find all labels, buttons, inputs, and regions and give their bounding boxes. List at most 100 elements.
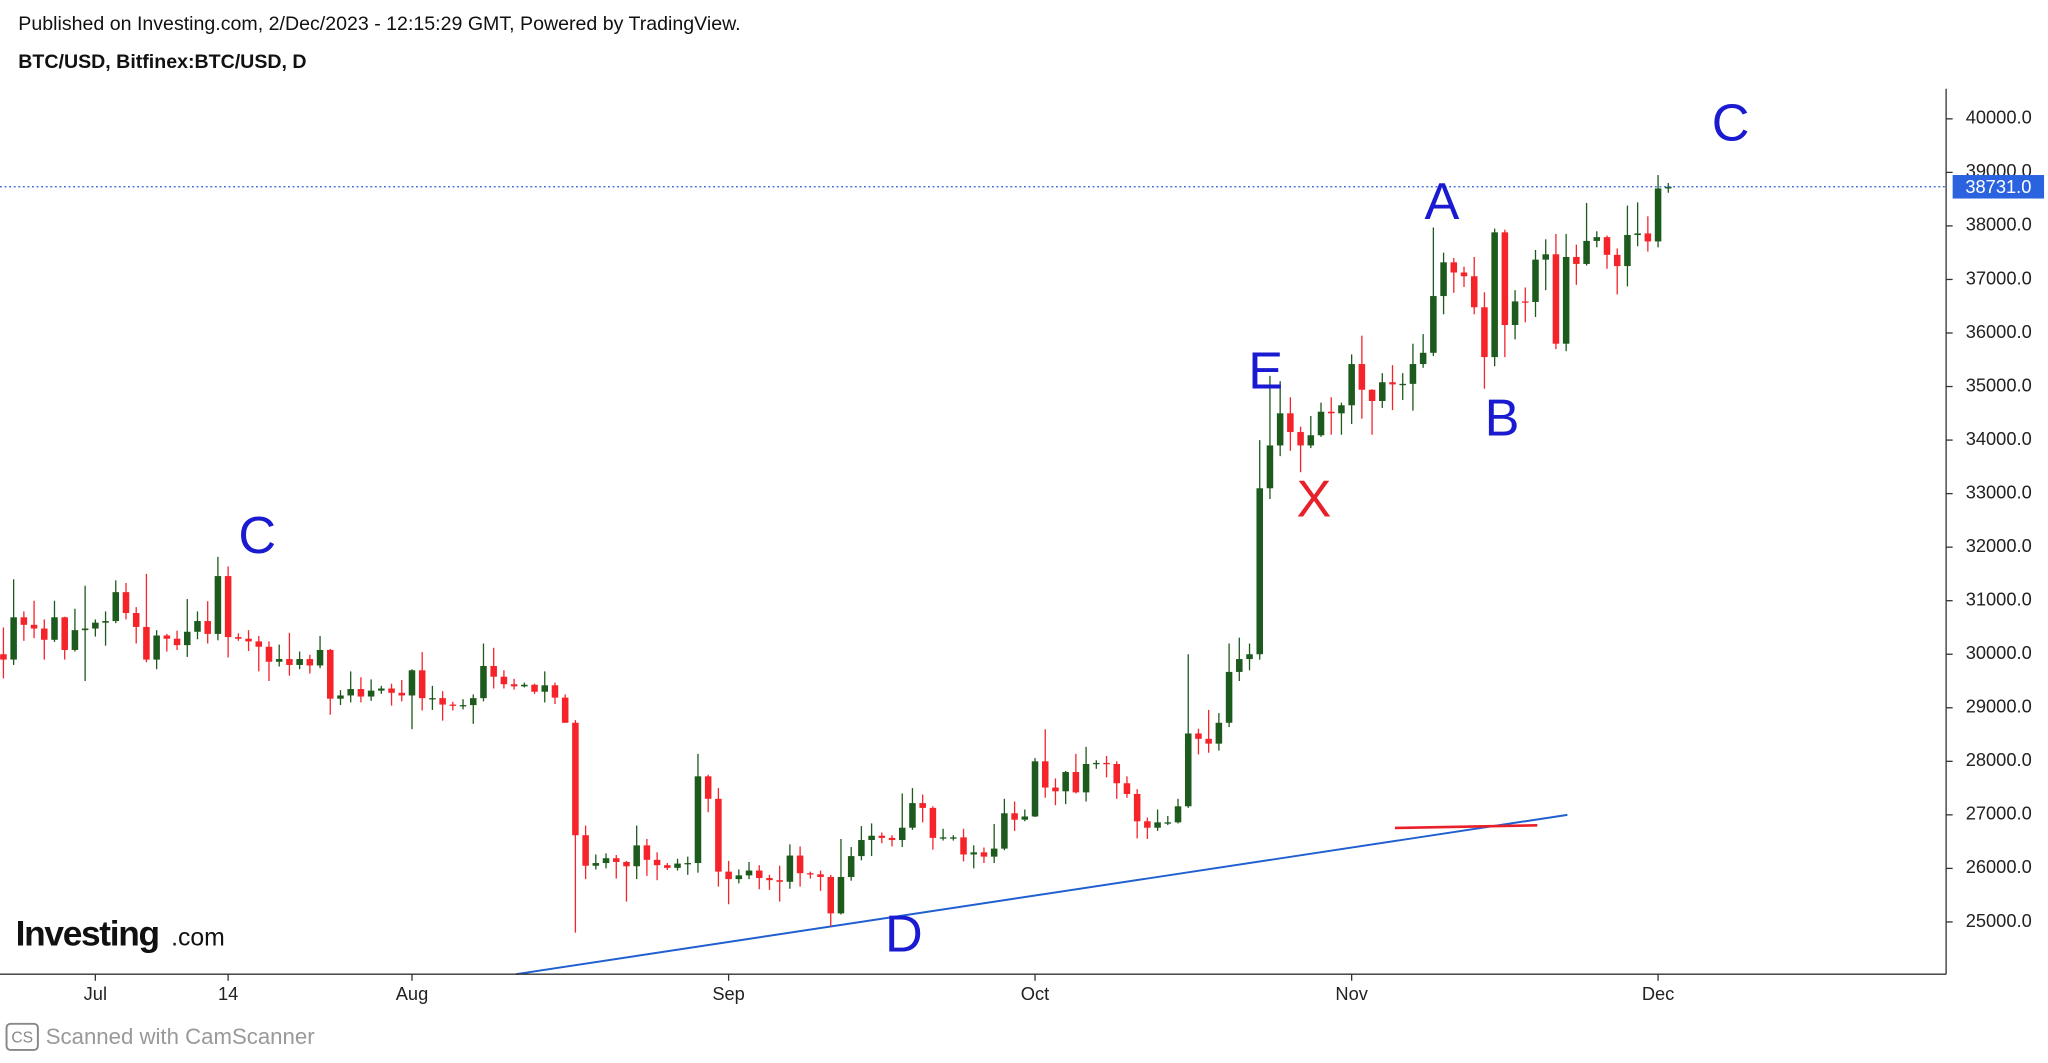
- watermark-badge-box: [5, 1022, 39, 1051]
- candle-body: [745, 870, 753, 876]
- candle-body: [1399, 383, 1406, 386]
- candle-body: [1654, 188, 1662, 242]
- candle-body: [347, 689, 354, 696]
- candle-body: [1665, 186, 1672, 189]
- candle-body: [1225, 671, 1233, 723]
- candle-body: [1113, 763, 1120, 784]
- candle-body: [275, 659, 283, 662]
- candle-body: [1287, 413, 1294, 433]
- candle-body: [1001, 813, 1008, 849]
- candle-body: [61, 617, 68, 650]
- candle-body: [10, 617, 17, 660]
- candle-body: [674, 863, 681, 868]
- candle-body: [950, 837, 957, 839]
- candle-body: [510, 684, 518, 687]
- candle-body: [796, 855, 804, 874]
- candle-body: [1031, 761, 1039, 817]
- candle-body: [235, 637, 242, 639]
- candle-body: [500, 676, 508, 685]
- candle-body: [1348, 364, 1355, 406]
- candle-body: [1511, 301, 1519, 325]
- trend-line: [515, 813, 1568, 976]
- x-tick-label: Dec: [1642, 983, 1674, 1004]
- candle-body: [132, 613, 140, 627]
- candle-body: [909, 803, 916, 828]
- plot-area: [0, 175, 1672, 933]
- candle-body: [1205, 738, 1212, 744]
- y-tick-label: 27000.0: [1966, 803, 2032, 824]
- candle-body: [735, 875, 743, 880]
- y-tick-label: 32000.0: [1966, 535, 2032, 556]
- candle-body: [1624, 235, 1631, 267]
- candle-body: [1613, 254, 1621, 267]
- candle-body: [1368, 389, 1376, 401]
- candle-body: [102, 621, 109, 623]
- candle-body: [30, 624, 38, 629]
- candle-body: [633, 845, 640, 867]
- candle-body: [694, 776, 702, 864]
- y-tick-label: 33000.0: [1966, 481, 2032, 502]
- candle-body: [1246, 654, 1253, 660]
- candle-body: [1021, 816, 1029, 820]
- candle-body: [439, 698, 446, 705]
- candle-body: [1154, 822, 1161, 828]
- candle-body: [1470, 276, 1478, 308]
- candle-body: [1072, 772, 1080, 793]
- candle-body: [408, 670, 416, 696]
- candle-body: [1419, 352, 1427, 365]
- candle-body: [173, 638, 181, 646]
- candle-body: [1215, 722, 1223, 744]
- candle-body: [725, 871, 732, 880]
- candle-body: [1062, 772, 1069, 792]
- candle-body: [1041, 761, 1049, 788]
- y-tick-label: 35000.0: [1966, 374, 2032, 395]
- candle-body: [1082, 763, 1090, 793]
- candle-body: [81, 628, 89, 631]
- candle-body: [1460, 272, 1468, 277]
- x-tick-label: Aug: [396, 983, 429, 1004]
- candle-body: [194, 621, 201, 632]
- candle-body: [337, 695, 344, 699]
- candle-body: [296, 659, 303, 665]
- candle-body: [1338, 405, 1345, 414]
- watermark: CS Scanned with CamScanner: [5, 1022, 315, 1051]
- candle-body: [1491, 232, 1498, 358]
- y-tick-label: 37000.0: [1966, 267, 2032, 288]
- candle-body: [715, 798, 722, 872]
- candle-body: [1430, 296, 1437, 353]
- candle-body: [1297, 432, 1304, 446]
- watermark-text: Scanned with CamScanner: [46, 1024, 315, 1049]
- candle-body: [878, 835, 886, 838]
- candle-body: [112, 592, 120, 622]
- candle-body: [1501, 232, 1509, 325]
- candle-body: [970, 852, 978, 855]
- candle-body: [1011, 813, 1018, 820]
- y-tick-label: 38000.0: [1966, 214, 2032, 235]
- candle-body: [980, 852, 988, 857]
- candle-body: [551, 685, 559, 698]
- candle-body: [1440, 262, 1447, 297]
- candle-body: [1133, 793, 1141, 822]
- wave-label: C: [238, 507, 276, 565]
- candle-body: [1103, 762, 1110, 765]
- candle-body: [602, 858, 610, 864]
- candle-body: [817, 874, 824, 877]
- wave-label: E: [1248, 343, 1283, 401]
- candle-body: [1123, 783, 1131, 794]
- candle-body: [521, 684, 528, 687]
- candle-body: [357, 689, 365, 697]
- x-tick-label: Nov: [1335, 983, 1368, 1004]
- candle-body: [1644, 233, 1652, 242]
- candle-body: [286, 659, 293, 665]
- candle-body: [1450, 262, 1458, 273]
- candle-body: [1389, 382, 1396, 385]
- candle-body: [888, 837, 896, 841]
- last-price-label: 38731.0: [1965, 176, 2031, 197]
- candle-body: [265, 646, 273, 662]
- candle-body: [684, 863, 692, 865]
- candle-body: [153, 635, 160, 660]
- candle-body: [898, 827, 906, 841]
- candle-body: [1256, 488, 1263, 655]
